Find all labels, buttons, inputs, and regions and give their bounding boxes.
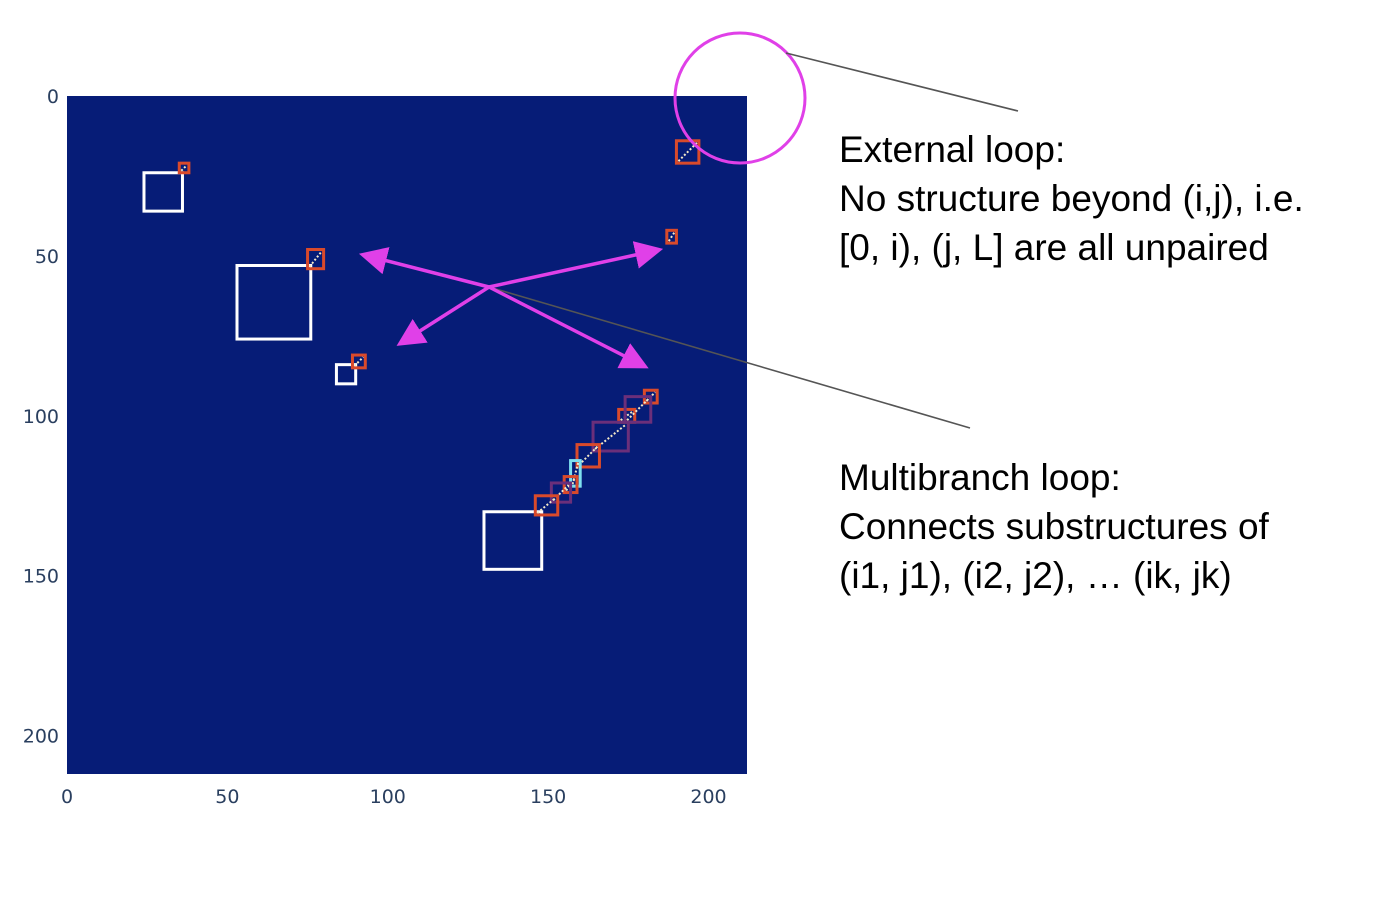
loop-box: [235, 264, 313, 341]
y-tick-label: 100: [23, 406, 59, 428]
external-loop-highlight-circle: [673, 31, 807, 165]
x-tick-label: 100: [370, 786, 406, 808]
base-pair-diagonal: [565, 477, 576, 492]
structure-boxes: [142, 139, 701, 571]
multibranch-loop-desc-1: Connects substructures of: [839, 506, 1269, 547]
base-pair-diagonal: [626, 397, 650, 421]
loop-box: [482, 510, 544, 571]
y-tick-label: 50: [35, 246, 59, 268]
x-tick-label: 200: [690, 786, 726, 808]
multibranch-loop-annotation: Multibranch loop: Connects substructures…: [839, 453, 1269, 600]
helix-box: [591, 420, 630, 453]
x-axis-ticks: 0 50 100 150 200: [61, 786, 727, 808]
multibranch-loop-title: Multibranch loop:: [839, 457, 1121, 498]
external-loop-annotation: External loop: No structure beyond (i,j)…: [839, 125, 1304, 272]
y-axis-ticks: 0 50 100 150 200: [23, 86, 59, 748]
helix-box: [306, 248, 326, 271]
base-pair-diagonal: [552, 484, 570, 501]
loop-box: [142, 171, 184, 213]
x-tick-label: 50: [215, 786, 239, 808]
base-pair-diagonal: [620, 410, 634, 422]
base-pair-diagonal: [180, 164, 188, 172]
loop-box: [334, 363, 358, 386]
base-pair-diagonal: [308, 250, 323, 268]
y-tick-label: 150: [23, 566, 59, 588]
helix-box: [575, 443, 601, 469]
helix-box: [350, 353, 367, 370]
helix-box: [569, 459, 582, 488]
helix-box: [533, 494, 560, 517]
multibranch-loop-desc-2: (i1, j1), (i2, j2), … (ik, jk): [839, 555, 1232, 596]
arrow-to-helix-83: [396, 285, 490, 346]
x-tick-label: 150: [530, 786, 566, 808]
y-tick-label: 0: [47, 86, 59, 108]
y-tick-label: 200: [23, 726, 59, 748]
base-pair-diagonal: [594, 423, 627, 450]
x-tick-label: 0: [61, 786, 73, 808]
helix-box: [665, 228, 678, 245]
base-pair-diagonal: [667, 231, 676, 242]
helix-box: [177, 161, 191, 175]
helix-box: [674, 139, 701, 165]
external-loop-desc-2: [0, i), (j, L] are all unpaired: [839, 227, 1269, 268]
helix-box: [549, 481, 573, 504]
external-loop-leader-line: [785, 52, 1019, 112]
heatmap-background: [67, 96, 747, 774]
arrow-to-helix-94: [488, 285, 649, 369]
arrow-to-helix-50: [358, 247, 490, 289]
arrow-to-helix-44: [488, 241, 664, 289]
multibranch-arrows: [358, 241, 664, 369]
external-loop-desc-1: No structure beyond (i,j), i.e.: [839, 178, 1304, 219]
helix-box: [623, 395, 653, 424]
external-loop-title: External loop:: [839, 129, 1066, 170]
multibranch-leader-line: [488, 286, 971, 429]
base-pair-diagonal: [578, 445, 599, 466]
